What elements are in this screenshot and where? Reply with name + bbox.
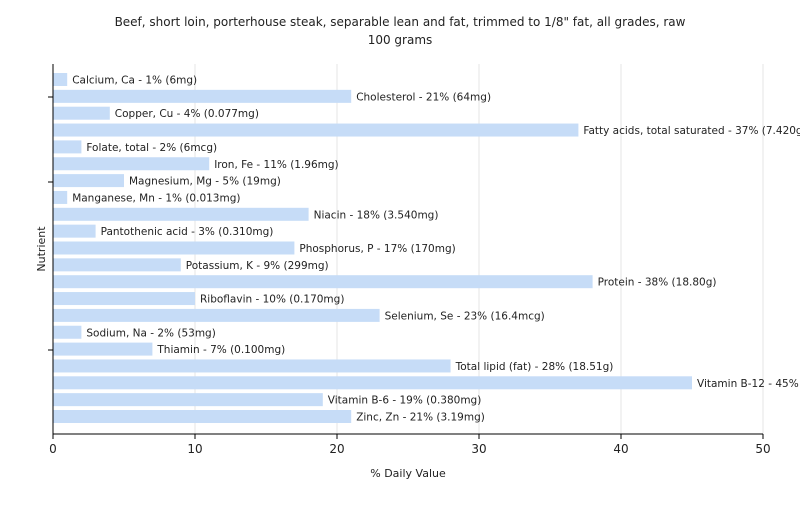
x-tick-label-0: 0 [49,442,57,456]
bar-label-5: Iron, Fe - 11% (1.96mg) [214,159,338,171]
chart-title: Beef, short loin, porterhouse steak, sep… [115,15,686,29]
bar-label-0: Calcium, Ca - 1% (6mg) [72,75,197,87]
bar-label-8: Niacin - 18% (3.540mg) [314,209,439,221]
axes: 0 10 20 30 40 50 [48,64,771,456]
x-tick-label-2: 20 [329,442,344,456]
x-tick-label-5: 50 [755,442,770,456]
bar-label-3: Fatty acids, total saturated - 37% (7.42… [583,125,800,137]
bar-label-20: Zinc, Zn - 21% (3.19mg) [356,412,485,424]
bar-label-9: Pantothenic acid - 3% (0.310mg) [101,226,274,238]
bar-2 [53,106,110,120]
bar-19 [53,393,323,407]
bar-13 [53,292,195,306]
bar-17 [53,359,451,373]
bar-1 [53,89,352,103]
bar-label-6: Magnesium, Mg - 5% (19mg) [129,176,281,188]
bar-label-18: Vitamin B-12 - 45% (2.72mcg) [697,378,800,390]
bar-label-14: Selenium, Se - 23% (16.4mcg) [385,310,545,322]
x-tick-label-1: 10 [187,442,202,456]
bar-16 [53,342,153,356]
bar-10 [53,241,295,255]
bars [53,73,692,423]
bar-12 [53,275,593,289]
bar-label-7: Manganese, Mn - 1% (0.013mg) [72,192,240,204]
bar-20 [53,410,352,423]
bar-11 [53,258,181,272]
bar-18 [53,376,692,390]
bar-5 [53,157,210,171]
bar-label-17: Total lipid (fat) - 28% (18.51g) [455,361,614,373]
bar-3 [53,123,579,137]
bar-label-19: Vitamin B-6 - 19% (0.380mg) [328,395,482,407]
bar-label-16: Thiamin - 7% (0.100mg) [156,344,285,356]
bar-label-13: Riboflavin - 10% (0.170mg) [200,294,344,306]
bar-7 [53,190,68,204]
y-axis-label: Nutrient [35,226,48,272]
bar-label-1: Cholesterol - 21% (64mg) [356,91,491,103]
bar-label-11: Potassium, K - 9% (299mg) [186,260,329,272]
bar-8 [53,207,309,221]
x-tick-label-4: 40 [613,442,628,456]
bar-6 [53,174,124,188]
bar-label-10: Phosphorus, P - 17% (170mg) [299,243,455,255]
bar-labels: Calcium, Ca - 1% (6mg) Cholesterol - 21% … [72,75,800,424]
bar-0 [53,73,68,86]
bar-15 [53,325,82,339]
bar-label-15: Sodium, Na - 2% (53mg) [86,327,215,339]
bar-9 [53,224,96,238]
bar-label-2: Copper, Cu - 4% (0.077mg) [115,108,259,120]
x-axis-label: % Daily Value [370,467,446,480]
bar-14 [53,308,380,322]
bar-label-12: Protein - 38% (18.80g) [598,277,717,289]
bar-4 [53,140,82,154]
bar-label-4: Folate, total - 2% (6mcg) [86,142,217,154]
chart-subtitle: 100 grams [368,33,433,47]
x-tick-label-3: 30 [471,442,486,456]
